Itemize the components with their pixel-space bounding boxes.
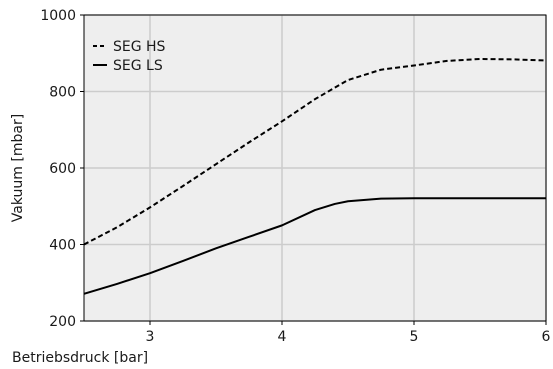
y-tick-label: 200 [49, 314, 76, 330]
y-tick-label: 800 [49, 85, 76, 101]
legend-label: SEG LS [113, 58, 163, 74]
y-tick-label: 400 [49, 238, 76, 254]
series-line-seg-hs [83, 57, 547, 246]
x-tick-label: 5 [410, 329, 419, 345]
x-tick-label: 6 [542, 329, 551, 345]
series-layer [83, 57, 547, 295]
x-tick-label: 4 [278, 329, 287, 345]
legend-label: SEG HS [113, 39, 166, 55]
x-tick-label: 3 [146, 329, 155, 345]
y-axis-ticks: 200 400 600 800 1000 [40, 8, 84, 330]
legend: SEG HS SEG LS [93, 39, 166, 74]
y-tick-label: 1000 [40, 8, 76, 24]
y-tick-label: 600 [49, 161, 76, 177]
series-line-seg-ls [83, 197, 546, 295]
x-axis-label: Betriebsdruck [bar] [12, 350, 148, 366]
x-axis-ticks: 3 4 5 6 [146, 321, 551, 345]
y-axis-label: Vakuum [mbar] [10, 114, 26, 222]
